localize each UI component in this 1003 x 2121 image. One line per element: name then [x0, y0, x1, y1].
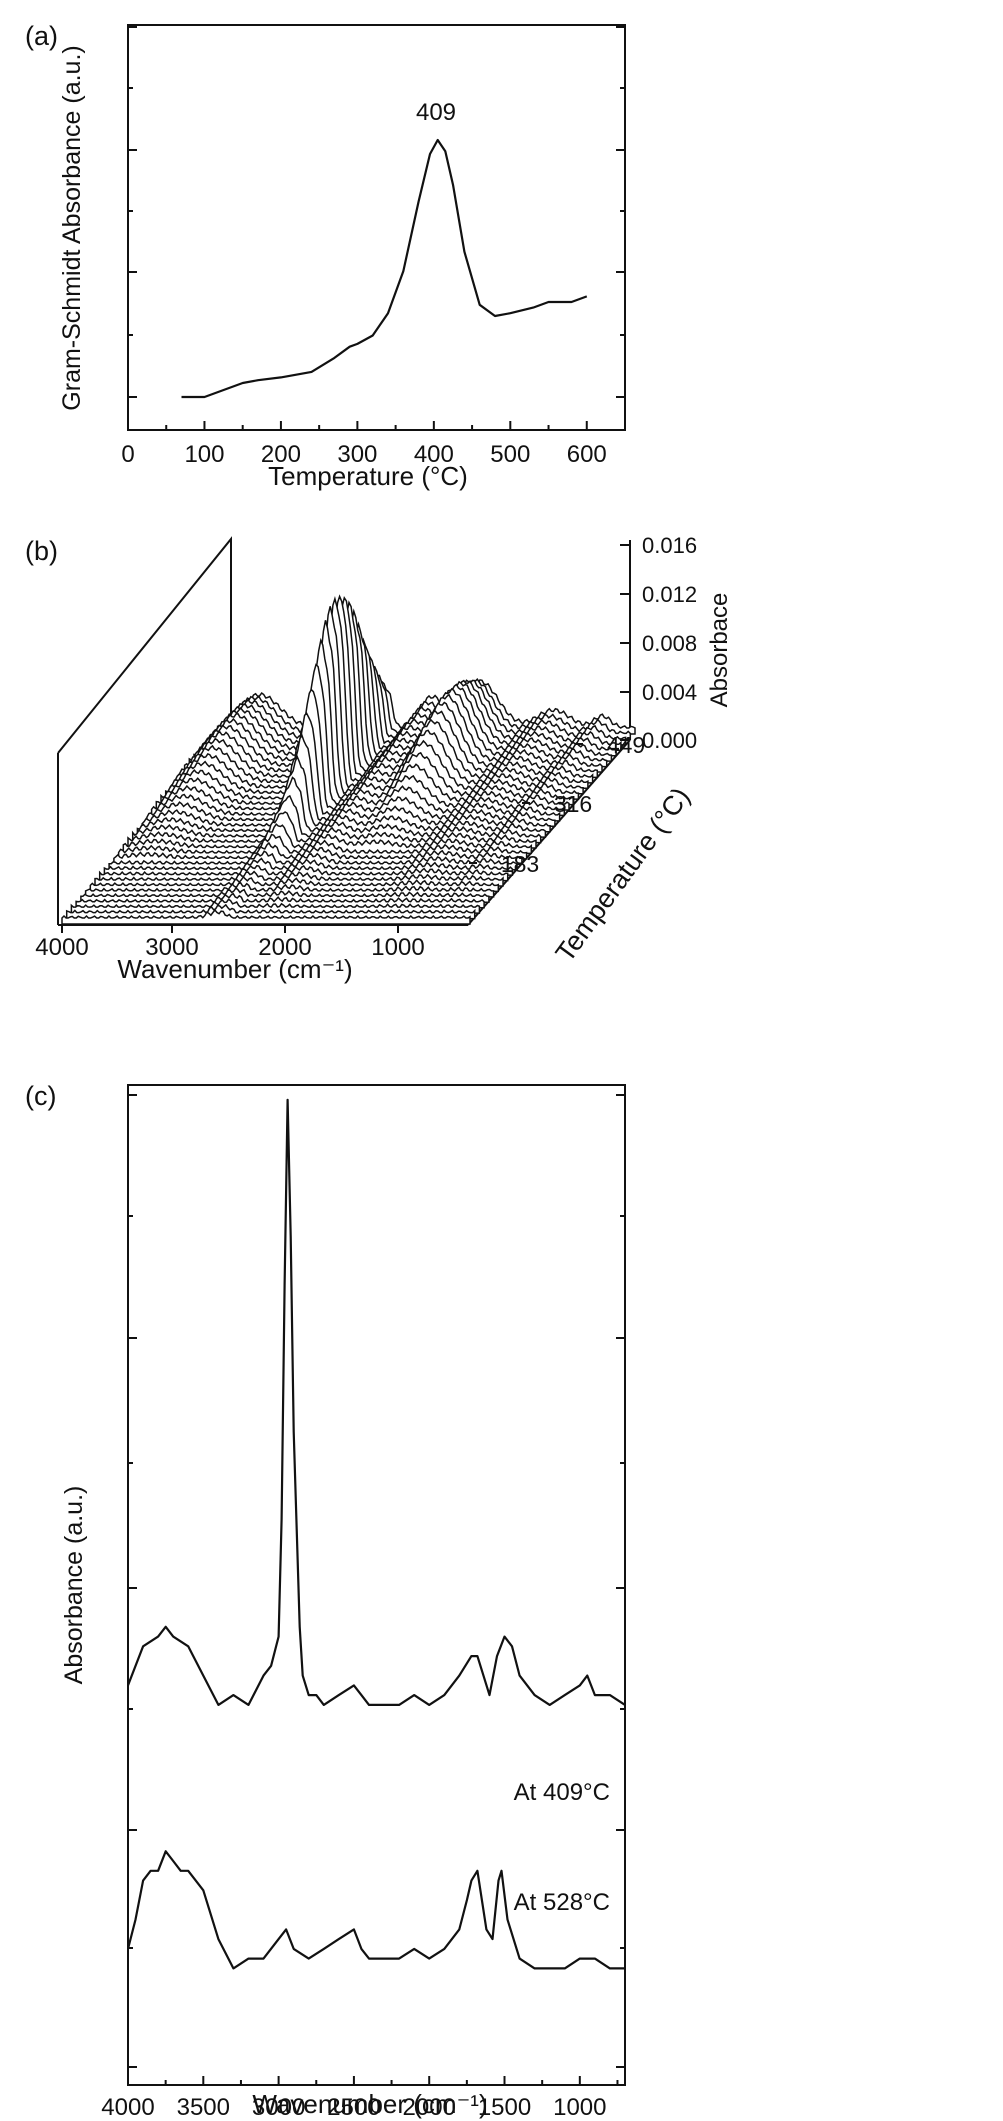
panel-b-3d-box — [57, 536, 631, 926]
panel-b-y-tick-label: 0.016 — [642, 533, 697, 558]
panel-b-ticks — [61, 544, 630, 933]
panel-c-tick-labels: 4000 3500 3000 2500 2000 1500 1000 — [101, 2094, 606, 2121]
panel-b-spectrum-line — [61, 908, 471, 925]
panel-a-frame — [127, 24, 626, 431]
panel-b-y-axis-label: Absorbace — [706, 593, 733, 708]
panel-a-label: (a) — [25, 21, 58, 51]
panel-b-z-tick-label: 449 — [607, 732, 645, 758]
panel-a: (a) 0 100 200 300 400 500 600 409 Temperature … — [25, 21, 626, 491]
panel-c-x-tick-label: 2500 — [327, 2094, 380, 2121]
panel-c: (c) 4000 3500 3000 2500 2000 1500 1000 At 409°… — [25, 1081, 626, 2121]
panel-c-ticks — [127, 1094, 625, 2085]
panel-a-x-tick-label: 400 — [414, 441, 454, 468]
panel-c-frame — [127, 1084, 626, 2086]
panel-b-label: (b) — [25, 536, 58, 566]
panel-b-z-tick-label: 183 — [501, 851, 539, 877]
panel-a-series-line — [181, 138, 588, 399]
panel-b-spectrum-line — [122, 823, 533, 855]
panel-b-spectrum-line — [84, 881, 495, 898]
panel-c-y-axis-label: Absorbance (a.u.) — [60, 1486, 88, 1685]
panel-c-x-tick-label: 4000 — [101, 2094, 154, 2121]
panel-c-x-tick-label: 1000 — [553, 2094, 606, 2121]
panel-c-label: (c) — [25, 1081, 56, 1111]
panel-b-spectrum-line — [89, 875, 500, 893]
panel-b-y-tick-label: 0.000 — [642, 728, 697, 753]
panel-b-spectrum-line — [80, 886, 490, 904]
panel-b-waterfall-lines — [61, 594, 636, 925]
panel-a-x-tick-label: 500 — [490, 441, 530, 468]
panel-a-x-tick-label: 600 — [567, 441, 607, 468]
panel-b: (b) 4000 3000 2000 1000 0.000 0.004 0.008 0.012… — [25, 533, 733, 984]
panel-c-x-axis-label: Wavenumber (cm⁻¹) — [252, 2089, 487, 2119]
panel-a-x-axis-label: Temperature (°C) — [268, 461, 468, 491]
panel-c-series-528-label: At 528°C — [514, 1889, 610, 1916]
panel-b-floor-right — [467, 739, 631, 926]
panel-a-tick-labels: 0 100 200 300 400 500 600 — [121, 441, 606, 468]
panel-a-peak-label: 409 — [416, 99, 456, 126]
panel-b-y-tick-label: 0.008 — [642, 631, 697, 656]
panel-b-y-tick-label: 0.012 — [642, 582, 697, 607]
panel-b-spectrum-line — [75, 892, 485, 909]
panel-b-x-tick-label: 4000 — [35, 934, 88, 961]
panel-c-x-tick-label: 3000 — [252, 2094, 305, 2121]
panel-b-x-tick-label: 3000 — [145, 934, 198, 961]
panel-c-x-tick-label: 1500 — [478, 2094, 531, 2121]
panel-a-x-tick-label: 0 — [121, 441, 134, 468]
panel-c-x-tick-label: 2000 — [403, 2094, 456, 2121]
panel-a-x-tick-label: 100 — [184, 441, 224, 468]
panel-b-z-tick-label: 316 — [554, 791, 592, 817]
panel-b-back-wall — [57, 536, 232, 754]
panel-a-y-axis-label: Gram-Schmidt Absorbance (a.u.) — [58, 45, 86, 410]
panel-a-x-tick-label: 200 — [261, 441, 301, 468]
panel-b-spectrum-line — [70, 898, 481, 914]
panel-c-series-528 — [126, 1850, 625, 1970]
panel-b-y-tick-label: 0.004 — [642, 680, 697, 705]
panel-c-series-409-label: At 409°C — [514, 1779, 610, 1806]
panel-c-x-tick-label: 3500 — [177, 2094, 230, 2121]
panel-b-x-tick-label: 2000 — [258, 934, 311, 961]
panel-b-spectrum-line — [117, 833, 528, 860]
panel-b-tick-labels: 4000 3000 2000 1000 0.000 0.004 0.008 0.012 0.01… — [35, 533, 697, 961]
panel-b-x-tick-label: 1000 — [371, 934, 424, 961]
panel-c-series-409 — [126, 1098, 626, 1706]
panel-a-ticks — [127, 26, 625, 430]
panel-b-spectrum-line — [221, 674, 632, 741]
panel-b-spectrum-line — [127, 811, 537, 849]
panel-b-spectrum-line — [65, 903, 476, 920]
panel-b-x-axis-label: Wavenumber (cm⁻¹) — [117, 954, 352, 984]
panel-a-x-tick-label: 300 — [337, 441, 377, 468]
